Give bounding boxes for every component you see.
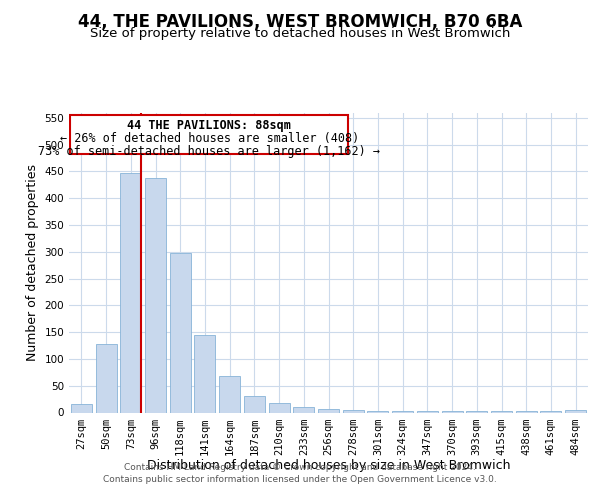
Text: Contains HM Land Registry data © Crown copyright and database right 2024.: Contains HM Land Registry data © Crown c… <box>124 464 476 472</box>
Text: 44 THE PAVILIONS: 88sqm: 44 THE PAVILIONS: 88sqm <box>127 119 291 132</box>
Bar <box>244 396 265 412</box>
Bar <box>565 410 586 412</box>
Bar <box>343 410 364 412</box>
Bar <box>145 178 166 412</box>
Bar <box>194 335 215 412</box>
X-axis label: Distribution of detached houses by size in West Bromwich: Distribution of detached houses by size … <box>147 459 510 472</box>
Bar <box>219 376 240 412</box>
Text: ← 26% of detached houses are smaller (408): ← 26% of detached houses are smaller (40… <box>59 132 359 145</box>
Bar <box>71 404 92 412</box>
Bar <box>293 407 314 412</box>
FancyBboxPatch shape <box>70 114 348 154</box>
Bar <box>269 404 290 412</box>
Y-axis label: Number of detached properties: Number of detached properties <box>26 164 39 361</box>
Text: Size of property relative to detached houses in West Bromwich: Size of property relative to detached ho… <box>90 28 510 40</box>
Bar <box>367 411 388 412</box>
Bar <box>120 173 141 412</box>
Bar <box>318 409 339 412</box>
Text: Contains public sector information licensed under the Open Government Licence v3: Contains public sector information licen… <box>103 475 497 484</box>
Bar <box>170 254 191 412</box>
Bar <box>95 344 116 412</box>
Text: 44, THE PAVILIONS, WEST BROMWICH, B70 6BA: 44, THE PAVILIONS, WEST BROMWICH, B70 6B… <box>78 12 522 30</box>
Text: 73% of semi-detached houses are larger (1,162) →: 73% of semi-detached houses are larger (… <box>38 144 380 158</box>
